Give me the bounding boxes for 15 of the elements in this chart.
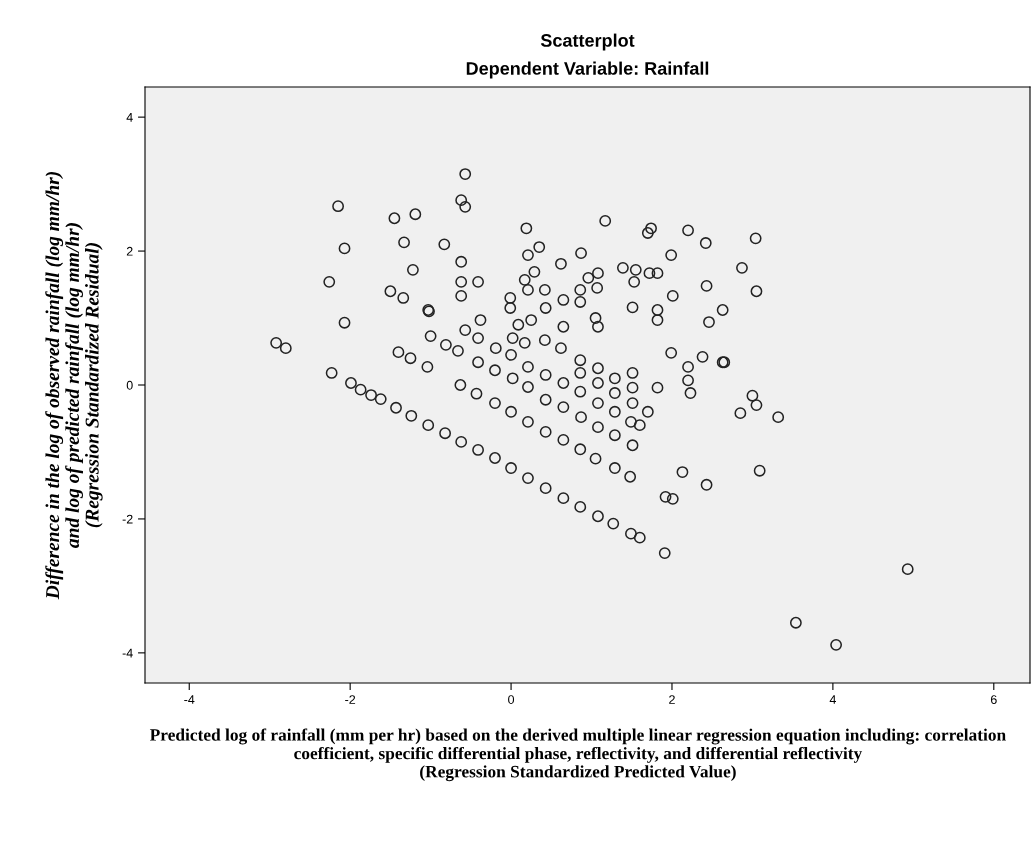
y-tick-label: -4 (122, 648, 133, 658)
y-tick-label: 4 (126, 113, 133, 122)
x-tick-label: -4 (184, 695, 195, 704)
y-tick-label: 2 (126, 246, 133, 256)
x-tick-label: 0 (508, 695, 515, 704)
x-tick-label: 4 (829, 695, 836, 704)
x-axis-title: Predicted log of rainfall (mm per hr) based on the derived multiple linear regression equation including: correlation coefficient, specific differential phase, reflectivity, and differential reflectivity (Regression Standardized Predicted Value) (149, 728, 1006, 782)
chart-title: Scatterplot (540, 33, 635, 51)
y-tick-label: 0 (126, 380, 133, 390)
y-axis-title: Difference in the log of observed rainfall (log mm/hr) and log of predicted rainfall (log mm/hr) (Regression Standardized Residual) (45, 172, 103, 600)
x-tick-label: -2 (345, 695, 356, 704)
x-tick-label: 2 (669, 695, 675, 704)
y-tick-label: -2 (122, 514, 133, 524)
chart-subtitle: Dependent Variable: Rainfall (466, 61, 709, 79)
x-tick-label: 6 (990, 695, 997, 704)
